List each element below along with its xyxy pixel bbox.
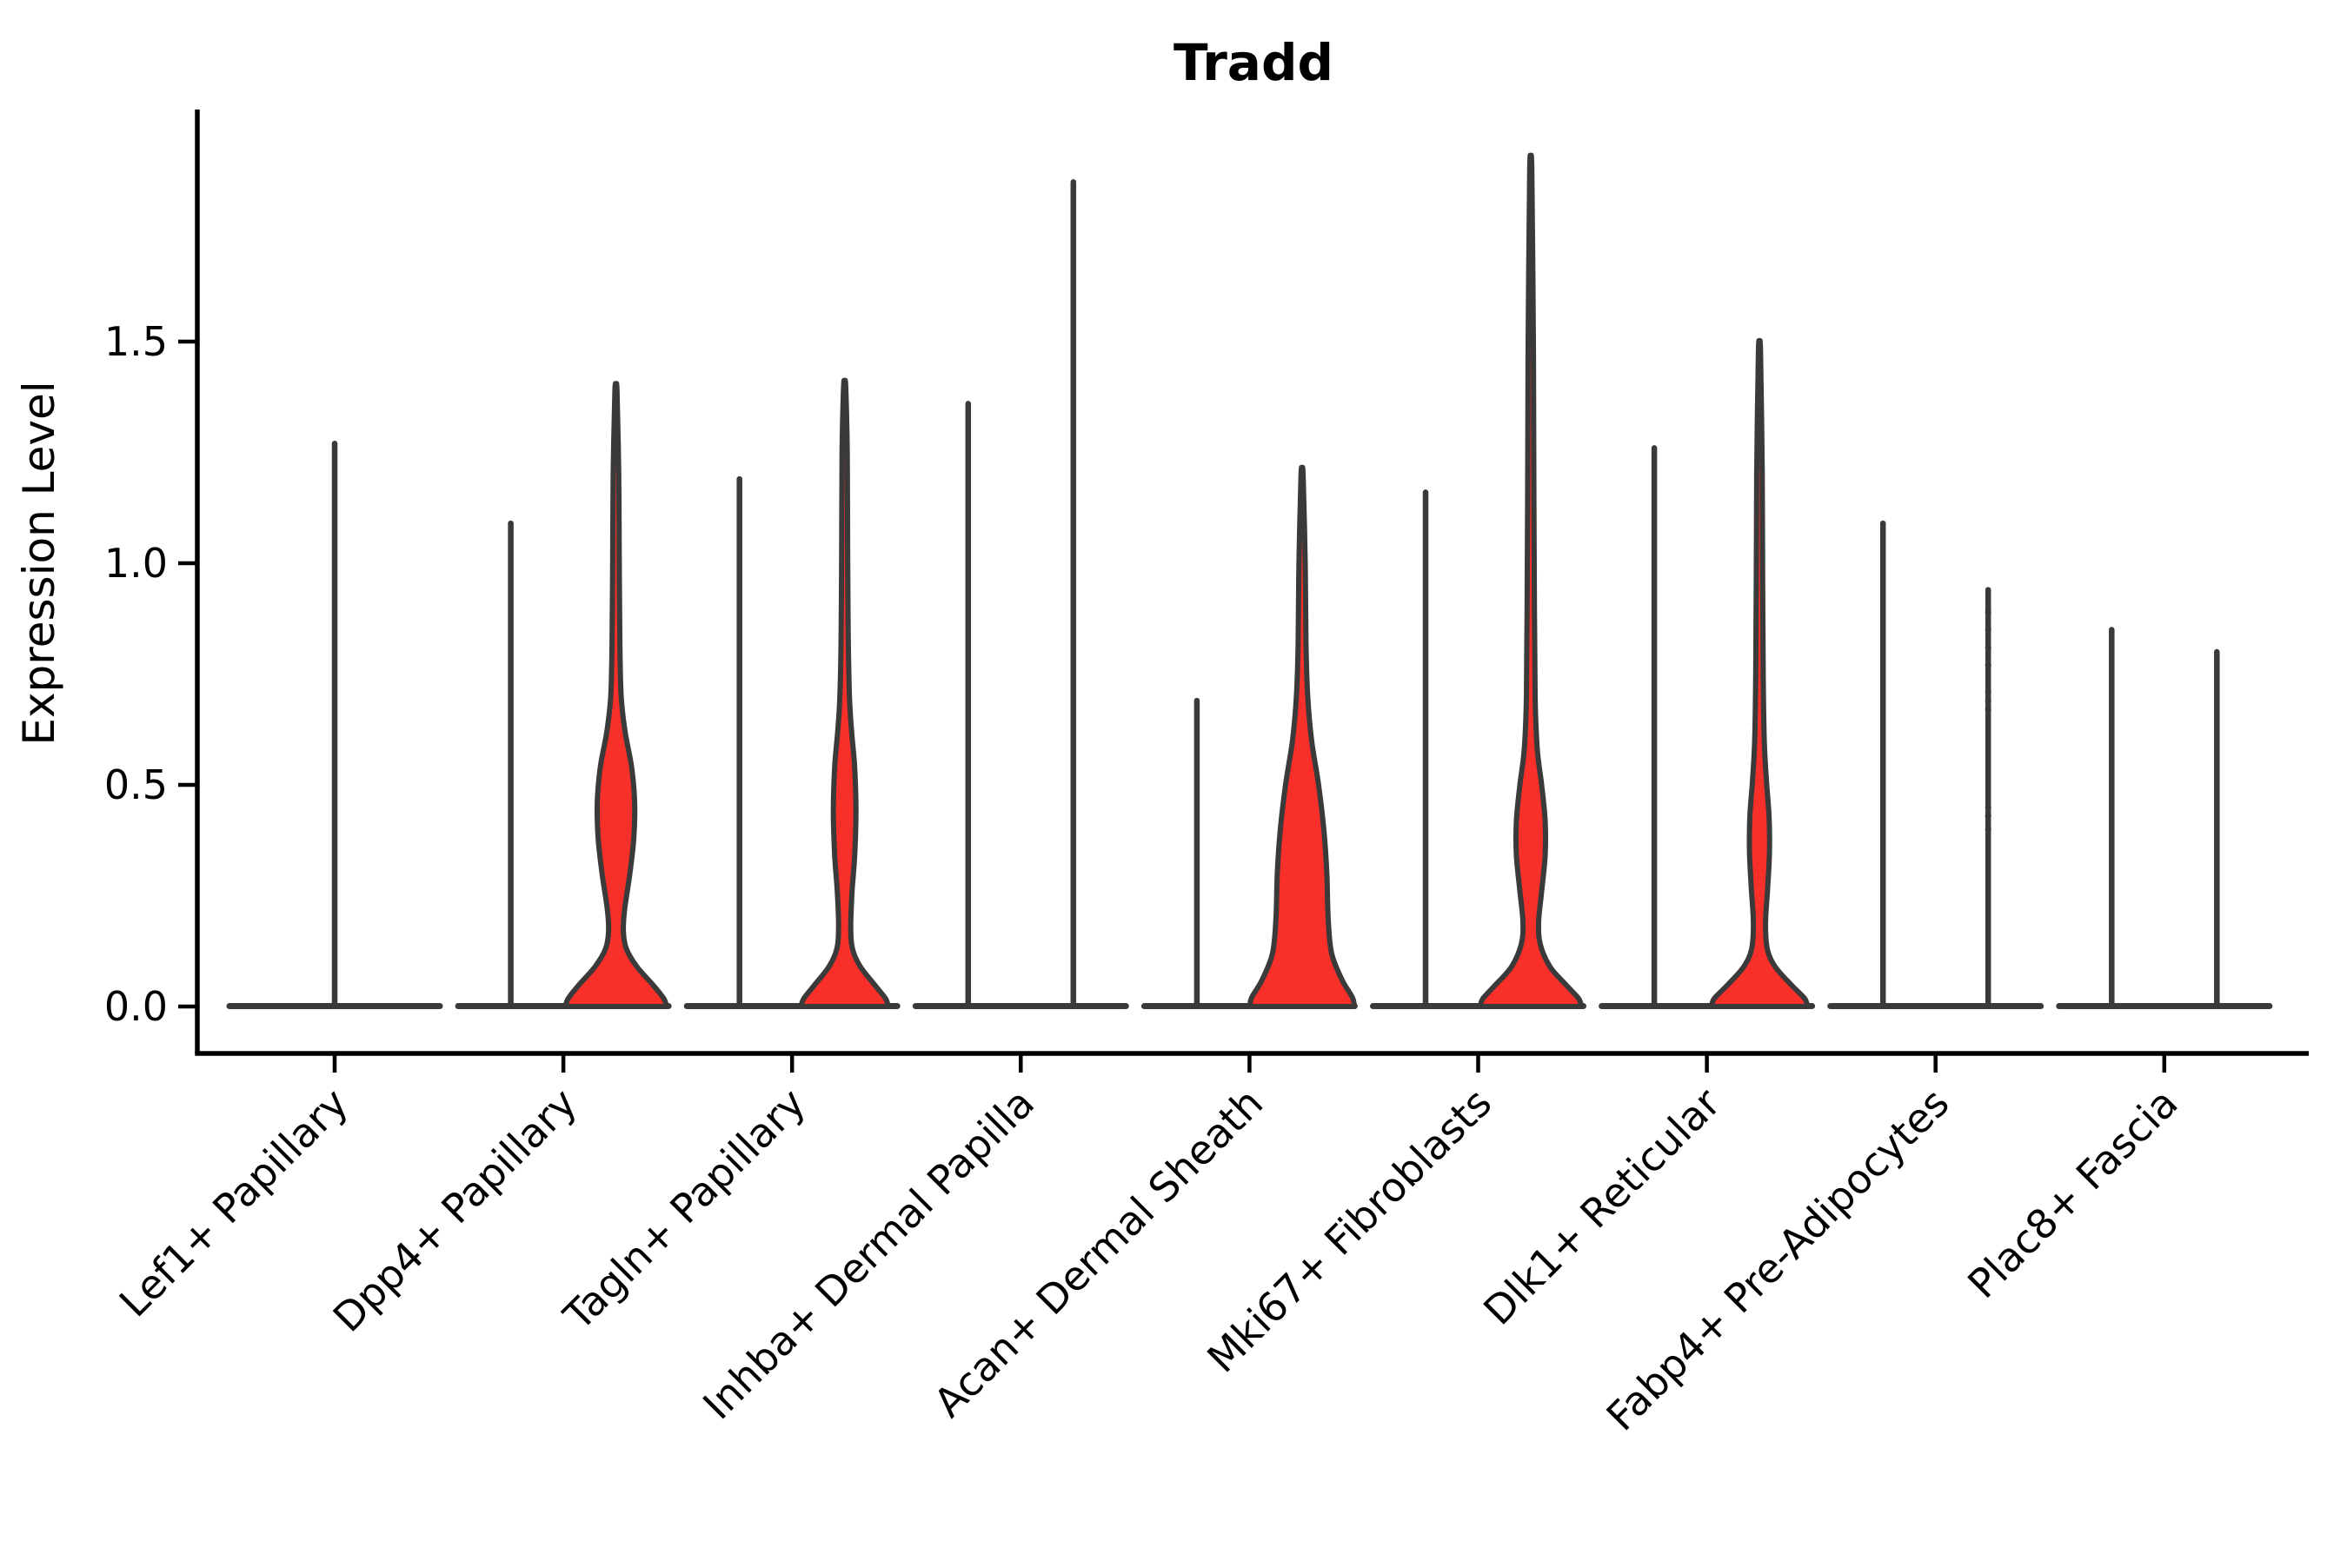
y-tick-label: 1.0 <box>104 540 168 587</box>
violin-group <box>1140 464 1358 1009</box>
cell-point <box>1985 644 1991 651</box>
violin-group <box>912 179 1129 1009</box>
cell-point <box>1985 661 1991 668</box>
x-tick-label: Lef1+ Papillary <box>110 1080 357 1326</box>
violin-group <box>1827 520 2044 1009</box>
x-tick-label: Dpp4+ Papillary <box>324 1080 586 1341</box>
axes: 0.0 0.5 1.0 1.5 <box>104 110 2309 1073</box>
x-tick-label: Tagln+ Papillary <box>554 1080 814 1340</box>
cell-point <box>1985 688 1991 695</box>
y-tick-label: 0.5 <box>104 761 168 808</box>
violin-body <box>1247 464 1357 1009</box>
cell-point <box>1985 608 1991 615</box>
violin-group <box>2056 627 2273 1009</box>
violin-body <box>1709 337 1811 1009</box>
cell-point <box>1985 697 1991 704</box>
y-tick-label: 0.0 <box>104 983 168 1030</box>
violin-group <box>683 377 901 1009</box>
violin-group <box>455 381 672 1009</box>
cell-point <box>1985 706 1991 713</box>
y-axis-label: Expression Level <box>14 381 64 745</box>
cell-point <box>1985 813 1991 820</box>
violin-body <box>798 377 891 1009</box>
violin-body <box>1478 152 1584 1009</box>
y-tick-label: 1.5 <box>104 318 168 365</box>
chart-title: Tradd <box>1174 33 1333 92</box>
violin-body <box>562 381 669 1009</box>
violin-group <box>1599 337 1816 1009</box>
violin-group <box>226 441 443 1009</box>
cell-point <box>1985 803 1991 811</box>
x-tick-label: Plac8+ Fascia <box>1958 1080 2186 1307</box>
violin-group <box>1370 152 1586 1009</box>
violins <box>226 152 2273 1009</box>
cell-point <box>1985 826 1991 833</box>
x-tick-label: Dlk1+ Reticular <box>1474 1080 1729 1334</box>
cell-point <box>1985 626 1991 634</box>
